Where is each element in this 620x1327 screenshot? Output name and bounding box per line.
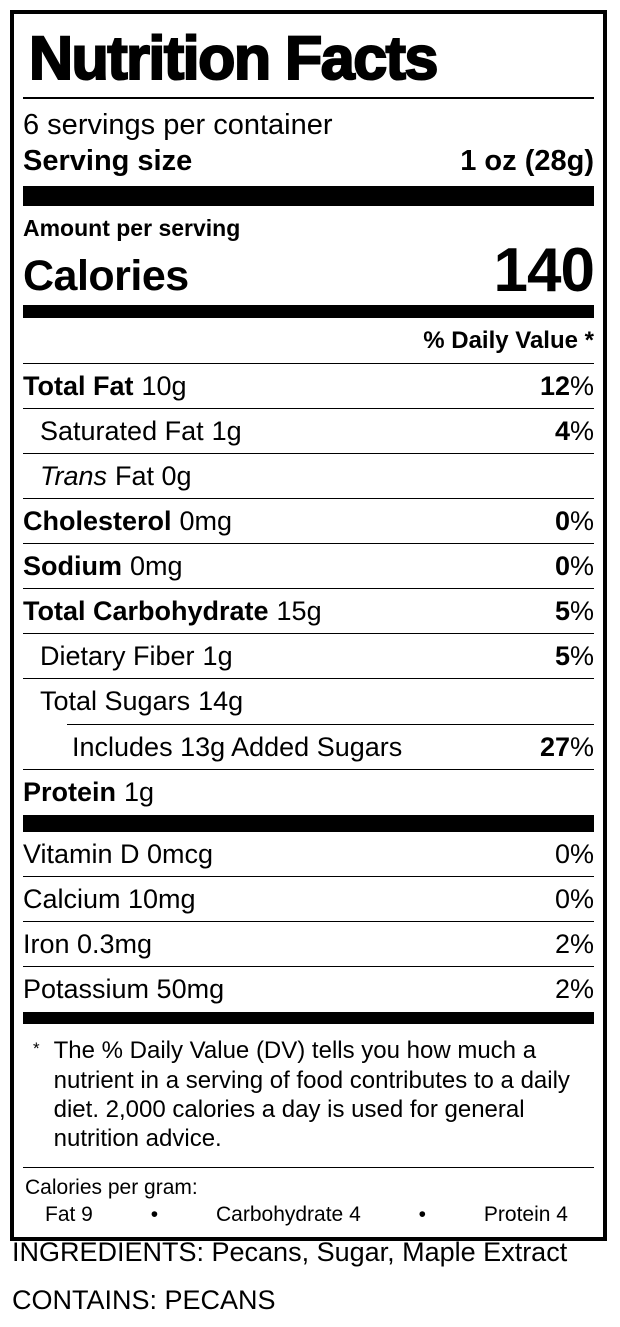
micronutrient-row-vitamin-d: Vitamin D 0mcg 0% <box>23 832 594 878</box>
nutrient-name: Dietary Fiber <box>40 640 195 671</box>
calories-per-gram-heading: Calories per gram: <box>25 1176 198 1200</box>
title-divider <box>23 97 594 99</box>
micronutrient-name: Calcium 10mg <box>23 883 196 914</box>
nutrient-name: Trans <box>40 460 108 491</box>
cpg-item-carbohydrate: Carbohydrate 4 <box>216 1203 361 1227</box>
nutrient-name: Includes 13g Added Sugars <box>72 731 403 762</box>
nutrient-name: Sodium <box>23 550 122 581</box>
section-bar-top <box>23 186 594 207</box>
micronutrient-row-iron: Iron 0.3mg 2% <box>23 922 594 968</box>
daily-value-header: % Daily Value * <box>23 318 594 365</box>
nutrient-name: Cholesterol <box>23 505 172 536</box>
nutrient-name: Total Carbohydrate <box>23 595 269 626</box>
cpg-bullet: • <box>150 1203 159 1227</box>
nutrient-row-protein: Protein 1g <box>23 770 594 815</box>
calories-per-gram-items: Fat 9 • Carbohydrate 4 • Protein 4 <box>23 1200 594 1227</box>
servings-per-container: 6 servings per container <box>23 109 333 141</box>
micronutrient-dv: 2% <box>554 974 594 1005</box>
nutrient-amount: 1g <box>202 640 233 671</box>
nutrient-row-cholesterol: Cholesterol 0mg 0% <box>23 499 594 545</box>
micronutrient-name: Vitamin D 0mcg <box>23 838 214 869</box>
nutrient-name: Total Fat <box>23 370 134 401</box>
nutrient-amount: 14g <box>198 686 244 717</box>
calories-label: Calories <box>23 252 189 301</box>
nutrient-row-total-fat: Total Fat 10g 12% <box>23 364 594 410</box>
serving-size-row: Serving size 1 oz (28g) <box>23 143 594 186</box>
nutrient-row-sodium: Sodium 0mg 0% <box>23 544 594 590</box>
nutrient-row-dietary-fiber: Dietary Fiber 1g 5% <box>23 634 594 680</box>
nutrient-name: Total Sugars <box>40 686 191 717</box>
serving-size-value: 1 oz (28g) <box>460 145 594 178</box>
micronutrient-name: Potassium 50mg <box>23 974 225 1005</box>
nutrient-amount: 15g <box>276 595 322 626</box>
serving-size-label: Serving size <box>23 145 193 178</box>
nutrient-name: Protein <box>23 777 117 808</box>
label-title: Nutrition Facts <box>28 24 440 92</box>
section-bar-protein <box>23 815 594 833</box>
daily-value-footnote: * The % Daily Value (DV) tells you how m… <box>23 1024 594 1167</box>
nutrient-name: Saturated Fat <box>40 415 204 446</box>
nutrient-dv: 12% <box>539 370 594 401</box>
footnote-divider <box>23 1167 594 1169</box>
micronutrient-name: Iron 0.3mg <box>23 928 153 959</box>
nutrient-row-trans-fat: Trans Fat 0g <box>23 454 594 500</box>
nutrient-dv: 0% <box>554 550 594 581</box>
nutrient-amount: 1g <box>211 415 242 446</box>
nutrient-amount: Fat 0g <box>115 460 192 491</box>
nutrition-facts-label: Nutrition Facts 6 servings per container… <box>10 10 607 1242</box>
added-sugars-divider <box>67 724 594 726</box>
footnote-asterisk: * <box>33 1039 40 1059</box>
nutrient-dv: 5% <box>554 640 594 671</box>
nutrient-row-added-sugars: Includes 13g Added Sugars 27% <box>23 725 594 771</box>
nutrient-row-total-carbohydrate: Total Carbohydrate 15g 5% <box>23 589 594 635</box>
cpg-item-fat: Fat 9 <box>45 1203 93 1227</box>
nutrient-amount: 1g <box>124 777 155 808</box>
section-bar-calories <box>23 305 594 319</box>
contains-line: CONTAINS: PECANS <box>12 1285 276 1315</box>
cpg-item-protein: Protein 4 <box>483 1203 568 1227</box>
nutrient-dv: 5% <box>554 595 594 626</box>
micronutrient-row-potassium: Potassium 50mg 2% <box>23 967 594 1012</box>
amount-per-serving-label: Amount per serving <box>23 215 241 242</box>
micronutrient-dv: 0% <box>554 838 594 869</box>
calories-per-gram: Calories per gram: Fat 9 • Carbohydrate … <box>23 1168 594 1237</box>
nutrient-row-saturated-fat: Saturated Fat 1g 4% <box>23 409 594 455</box>
nutrient-amount: 10g <box>141 370 187 401</box>
nutrient-amount: 0mg <box>130 550 183 581</box>
footnote-text: The % Daily Value (DV) tells you how muc… <box>53 1037 570 1153</box>
nutrient-dv: 27% <box>539 731 594 762</box>
ingredients-line: INGREDIENTS: Pecans, Sugar, Maple Extrac… <box>12 1237 568 1267</box>
nutrient-row-total-sugars: Total Sugars 14g <box>23 679 594 724</box>
section-bar-micronutrients <box>23 1012 594 1025</box>
micronutrient-dv: 0% <box>554 883 594 914</box>
micronutrient-dv: 2% <box>554 928 594 959</box>
nutrient-dv: 0% <box>554 505 594 536</box>
nutrient-dv: 4% <box>554 415 594 446</box>
nutrient-amount: 0mg <box>179 505 233 536</box>
cpg-bullet: • <box>418 1203 427 1227</box>
calories-value: 140 <box>493 236 595 306</box>
calories-row: Calories 140 <box>23 236 595 306</box>
micronutrient-row-calcium: Calcium 10mg 0% <box>23 877 594 923</box>
